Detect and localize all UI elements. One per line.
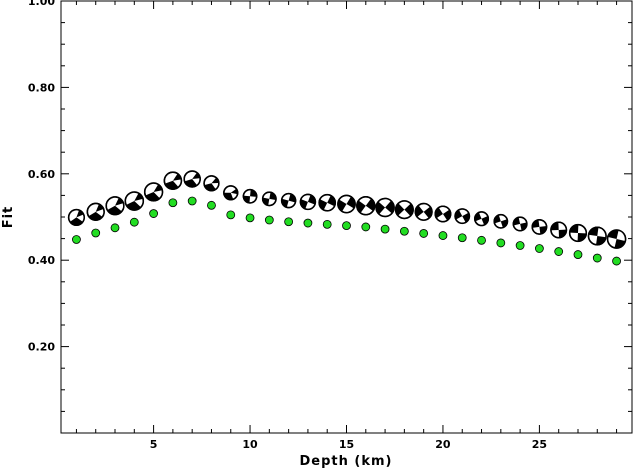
mechanism-marker xyxy=(223,185,239,201)
x-tick-label: 5 xyxy=(150,438,158,451)
mechanism-marker xyxy=(183,170,201,188)
green-point xyxy=(515,241,525,250)
mechanism-marker xyxy=(550,221,568,239)
green-point xyxy=(573,250,583,259)
y-axis-label: Fit xyxy=(1,206,16,229)
green-point xyxy=(149,209,158,218)
mechanism-marker xyxy=(163,171,183,191)
green-point xyxy=(245,213,255,223)
green-point xyxy=(535,244,544,253)
x-axis-label: Depth (km) xyxy=(300,454,393,468)
mechanism-marker xyxy=(356,196,376,216)
mechanism-marker xyxy=(587,226,607,246)
y-tick-label: 0.20 xyxy=(28,341,55,354)
green-point xyxy=(554,247,564,256)
mechanism-marker xyxy=(124,191,145,211)
green-point xyxy=(72,235,81,244)
mechanism-marker xyxy=(105,196,125,216)
green-point xyxy=(303,218,313,228)
mechanism-marker xyxy=(473,211,490,227)
mechanism-marker xyxy=(512,216,528,232)
green-point xyxy=(419,229,429,238)
green-point xyxy=(226,210,236,220)
green-point xyxy=(342,221,351,231)
series-mechanism-markers xyxy=(67,170,627,249)
green-point xyxy=(438,231,448,240)
mechanism-marker xyxy=(280,192,297,209)
x-tick-label: 20 xyxy=(435,438,451,451)
x-tick-label: 25 xyxy=(532,438,547,451)
green-point xyxy=(496,238,506,248)
mechanism-marker xyxy=(414,202,433,221)
mechanism-marker xyxy=(568,223,588,243)
mechanism-marker xyxy=(261,191,277,207)
mechanism-marker xyxy=(337,194,356,214)
mechanism-marker xyxy=(318,193,337,212)
y-tick-label: 0.80 xyxy=(28,81,55,94)
series-green-dots xyxy=(72,196,621,266)
x-tick-label: 15 xyxy=(339,438,354,451)
green-point xyxy=(322,219,332,229)
green-point xyxy=(207,200,216,210)
green-point xyxy=(592,253,602,263)
x-tick-label: 10 xyxy=(242,438,258,451)
mechanism-marker xyxy=(299,193,317,211)
mechanism-marker xyxy=(67,208,86,227)
green-point xyxy=(612,256,621,266)
mechanism-marker xyxy=(434,205,452,223)
green-point xyxy=(264,215,274,225)
mechanism-marker xyxy=(242,188,258,204)
plot-frame xyxy=(60,0,633,434)
green-point xyxy=(284,217,294,227)
mechanism-marker xyxy=(493,213,509,229)
green-point xyxy=(477,235,486,245)
green-point xyxy=(168,198,178,208)
y-tick-label: 0.40 xyxy=(28,254,55,267)
mechanism-marker xyxy=(86,202,105,221)
mechanism-marker xyxy=(203,175,220,192)
mechanism-marker xyxy=(375,197,395,218)
green-point xyxy=(361,222,371,232)
mechanism-marker xyxy=(454,208,471,225)
green-point xyxy=(380,224,390,234)
green-point xyxy=(110,223,120,233)
green-point xyxy=(399,226,409,236)
axis-ticks: 5 10 15 20 25 0.20 0.40 0.60 0.80 1.00 xyxy=(28,0,632,451)
mechanism-marker xyxy=(143,182,164,202)
green-point xyxy=(129,217,139,227)
y-tick-label: 1.00 xyxy=(28,0,55,8)
green-point xyxy=(91,228,101,238)
green-point xyxy=(457,233,467,243)
green-point xyxy=(187,196,197,206)
y-tick-label: 0.60 xyxy=(28,168,55,181)
mechanism-marker xyxy=(606,229,627,249)
mechanism-marker xyxy=(394,200,414,220)
mechanism-marker xyxy=(531,218,548,235)
